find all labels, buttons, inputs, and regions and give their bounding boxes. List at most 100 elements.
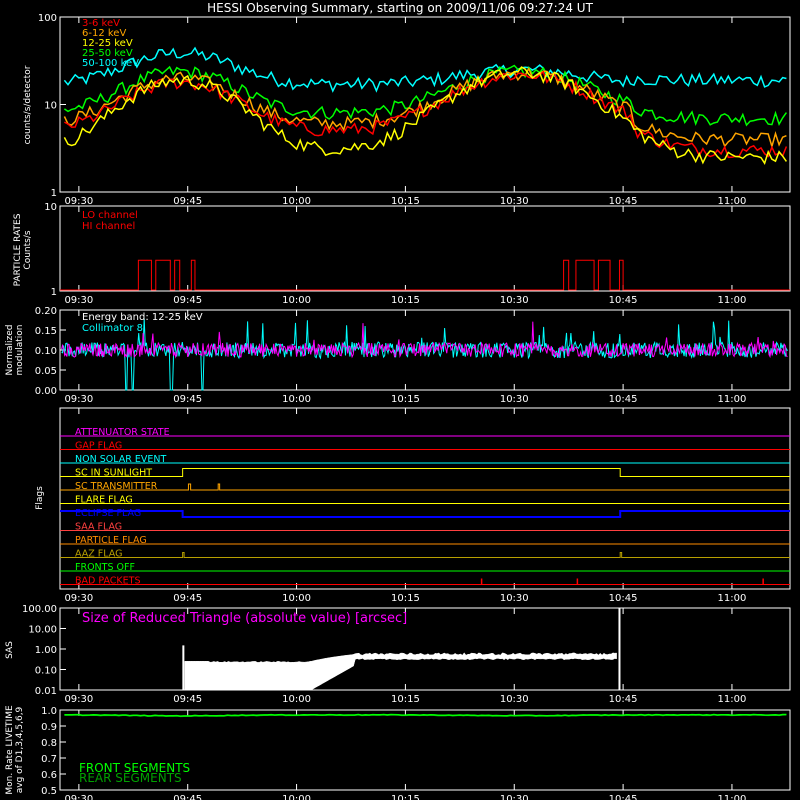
flag-line [60,510,790,518]
modulation-panel-ylabel: Normalized modulation [5,324,25,375]
modulation-panel-ytick-label: 0.00 [35,386,57,397]
modulation-panel-ytick-label: 0.10 [35,346,57,357]
count-panel-xtick-label: 09:30 [64,196,93,207]
flag-label: BAD PACKETS [75,576,141,587]
flag-label: ECLIPSE FLAG [75,508,141,519]
count-series-e12_25 [63,66,788,165]
modulation-panel-xtick-label: 09:45 [173,394,202,405]
flags-panel-xtick-label: 09:45 [173,593,202,604]
sas-panel-ylabel: SAS [5,641,15,659]
flag-label: SAA FLAG [75,522,122,533]
count-legend-item: 3-6 keV [82,18,120,29]
flag-label: SC TRANSMITTER [75,481,158,492]
count-panel-ylabel-line: counts/s/detector [23,65,33,144]
livetime-panel-ytick-label: 0.5 [41,786,57,797]
particle-panel-ytick-label: 10 [44,202,57,213]
flag-label: SC IN SUNLIGHT [75,468,152,479]
livetime-panel-ytick-label: 0.7 [41,754,57,765]
particle-legend-lo: LO channel [82,210,138,221]
livetime-panel-xtick-label: 11:00 [718,794,747,800]
sas-panel-ytick-label: 10.00 [28,625,57,636]
livetime-series-front [64,713,787,717]
livetime-panel-xtick-label: 10:30 [500,794,529,800]
flag-line [60,483,790,491]
count-panel-ytick-label: 1 [51,188,57,199]
count-panel-xtick-label: 10:45 [609,196,638,207]
plot-title: HESSI Observing Summary, starting on 200… [207,1,593,15]
sas-panel-ytick-label: 100.00 [22,604,57,615]
flag-label: GAP FLAG [75,441,122,452]
modulation-panel-ytick-label: 0.05 [35,366,57,377]
sas-panel-xtick-label: 11:00 [718,694,747,705]
livetime-panel-xtick-label: 10:00 [282,794,311,800]
modulation-panel-ylabel-line: Normalized [5,324,15,375]
sas-panel-ytick-label: 1.00 [35,645,57,656]
particle-panel-xtick-label: 09:45 [173,295,202,306]
particle-panel-xtick-label: 09:30 [64,295,93,306]
flag-label: FRONTS OFF [75,562,135,573]
particle-panel-ylabel: PARTICLE RATES Counts/s [13,213,33,286]
flags-panel-xtick-label: 09:30 [64,593,93,604]
particle-series-hi [60,259,790,291]
modulation-series-collimator [61,318,788,391]
livetime-panel-ylabel-line: avg of D1,3,4,5,6,9 [15,706,25,793]
particle-panel-xtick-label: 10:00 [282,295,311,306]
count-panel-ytick-label: 10 [44,101,57,112]
sas-panel-ylabel-line: SAS [5,641,15,659]
particle-panel-ytick-label: 1 [51,287,57,298]
modulation-panel-xtick-label: 10:30 [500,394,529,405]
count-series-e3_6 [64,70,788,159]
modulation-panel-ytick-label: 0.20 [35,306,57,317]
sas-annotation: Size of Reduced Triangle (absolute value… [82,611,407,626]
count-legend-item: 12-25 keV [82,38,133,49]
livetime-panel-xtick-label: 10:15 [391,794,420,800]
count-panel-ylabel: counts/s/detector [23,65,33,144]
sas-panel-ytick-label: 0.10 [35,666,57,677]
sas-series-band [184,652,617,691]
livetime-panel-ylabel-line: Mon. Rate LIVETIME [5,705,15,795]
particle-panel-ylabel-line: Counts/s [23,230,33,269]
particle-panel-frame [59,205,791,292]
modulation-annotation-collimator: Collimator 8 [82,323,143,334]
livetime-panel-ytick-label: 1.0 [41,706,57,717]
count-series-e50_100 [63,46,787,93]
count-panel-ytick-label: 100 [38,13,57,24]
count-panel-xtick-label: 10:15 [391,196,420,207]
flags-panel-xtick-label: 10:45 [609,593,638,604]
particle-legend-hi: HI channel [82,221,135,232]
sas-panel-xtick-label: 10:30 [500,694,529,705]
flags-panel-frame [59,407,791,590]
livetime-legend-front: FRONT SEGMENTS [79,761,190,775]
modulation-panel-xtick-label: 10:15 [391,394,420,405]
modulation-panel-xtick-label: 10:45 [609,394,638,405]
modulation-panel-ytick-label: 0.15 [35,326,57,337]
particle-panel-xtick-label: 10:15 [391,295,420,306]
count-legend-item: 50-100 keV [82,58,139,69]
livetime-panel-xtick-label: 10:45 [609,794,638,800]
sas-panel-ytick-label: 0.01 [35,686,57,697]
flag-label: PARTICLE FLAG [75,535,147,546]
flag-line [60,552,790,558]
count-panel-frame [59,16,791,193]
livetime-panel-xtick-label: 09:45 [173,794,202,800]
sas-panel-xtick-label: 09:30 [64,694,93,705]
flags-panel-xtick-label: 10:15 [391,593,420,604]
livetime-panel-xtick-label: 09:30 [64,794,93,800]
sas-panel-xtick-label: 10:15 [391,694,420,705]
livetime-panel-ytick-label: 0.8 [41,738,57,749]
count-panel-xtick-label: 11:00 [718,196,747,207]
flag-label: AAZ FLAG [75,549,122,560]
flag-label: NON SOLAR EVENT [75,454,166,465]
flags-panel-xtick-label: 11:00 [718,593,747,604]
flag-label: FLARE FLAG [75,495,133,506]
modulation-panel-xtick-label: 10:00 [282,394,311,405]
livetime-panel-ylabel: Mon. Rate LIVETIME avg of D1,3,4,5,6,9 [5,705,25,795]
livetime-legend-rear: REAR SEGMENTS [79,771,182,785]
particle-panel-xtick-label: 10:45 [609,295,638,306]
livetime-panel-frame [59,709,791,791]
particle-panel-ylabel-line: PARTICLE RATES [13,213,23,286]
sas-panel-xtick-label: 09:45 [173,694,202,705]
modulation-annotation-band: Energy band: 12-25 keV [82,312,203,323]
modulation-series-magenta [61,321,788,359]
count-legend-item: 25-50 keV [82,48,133,59]
